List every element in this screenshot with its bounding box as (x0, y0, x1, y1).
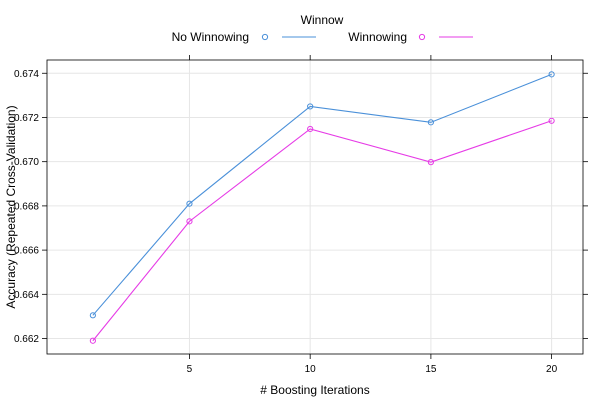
y-tick-label: 0.664 (14, 290, 39, 301)
series-line-2 (92, 120, 552, 342)
grid (47, 60, 583, 354)
data-point (186, 200, 193, 207)
legend-title: Winnow (301, 13, 344, 27)
legend: Winnow No Winnowing Winnowing (172, 13, 473, 44)
data-point (427, 159, 434, 166)
axis-ticks: 5 10 15 20 0.662 0.664 0.666 0.668 0.670 0.672 0.6… (14, 55, 588, 375)
y-tick-label: 0.670 (14, 157, 39, 168)
legend-marker (261, 33, 269, 41)
y-tick-label: 0.672 (14, 113, 39, 124)
data-point (89, 312, 96, 319)
data-point (307, 125, 314, 133)
x-tick-label: 10 (305, 364, 317, 375)
data-point (548, 71, 555, 78)
legend-label: No Winnowing (172, 30, 249, 44)
x-tick-label: 5 (187, 364, 193, 375)
y-tick-label: 0.674 (14, 69, 39, 80)
y-tick-label: 0.662 (14, 334, 39, 345)
legend-label: Winnowing (348, 30, 407, 44)
data-point (427, 119, 434, 126)
series-line-1 (92, 73, 552, 316)
plot-frame (46, 59, 584, 355)
legend-marker (418, 33, 426, 41)
series-layer (89, 71, 555, 344)
data-point (548, 117, 555, 124)
data-point (89, 337, 96, 344)
y-tick-label: 0.666 (14, 246, 39, 257)
x-tick-label: 15 (425, 364, 437, 375)
y-tick-label: 0.668 (14, 201, 39, 212)
x-axis-title: # Boosting Iterations (260, 383, 369, 397)
x-tick-label: 20 (546, 364, 558, 375)
data-point (307, 103, 314, 110)
data-point (186, 218, 193, 225)
y-axis-title: Accuracy (Repeated Cross-Validation) (4, 105, 18, 308)
